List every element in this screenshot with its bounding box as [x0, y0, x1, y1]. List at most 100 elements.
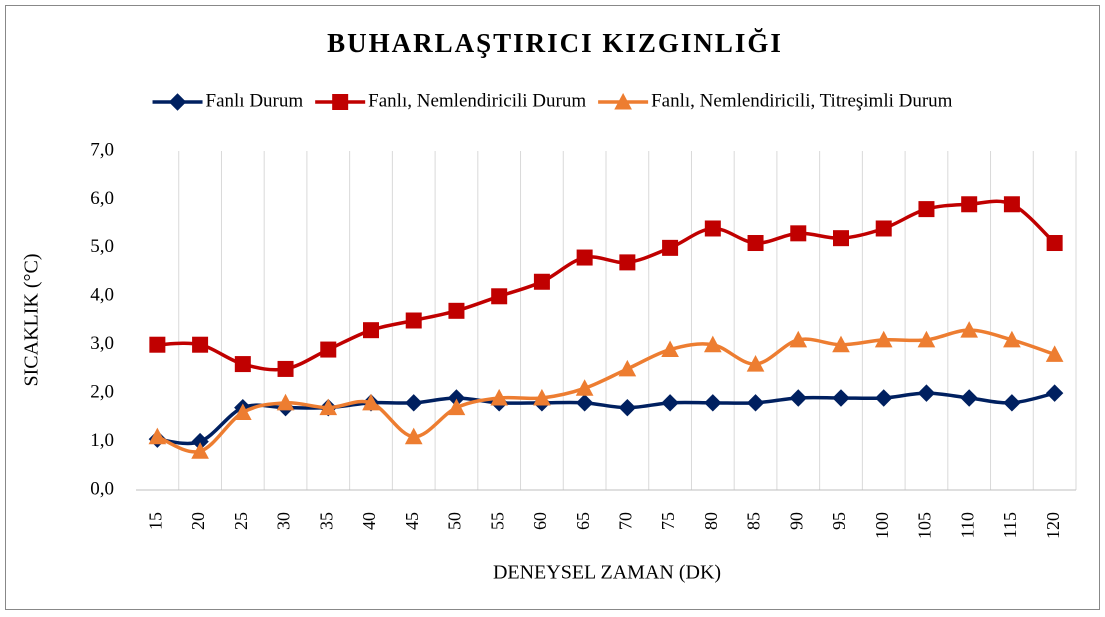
- data-point: [448, 302, 465, 319]
- legend-label: Fanlı Durum: [206, 90, 304, 111]
- x-tick-label: 80: [701, 512, 721, 530]
- data-point: [704, 220, 721, 237]
- y-tick-label: 2,0: [90, 382, 114, 403]
- y-tick-label: 0,0: [90, 478, 114, 499]
- x-tick-label: 120: [1043, 512, 1063, 539]
- y-axis-label: SICAKLIK (°C): [21, 254, 43, 387]
- data-point: [875, 389, 893, 407]
- series-line: [156, 328, 1056, 454]
- data-point: [575, 394, 594, 412]
- data-point: [490, 388, 509, 406]
- data-point: [148, 427, 167, 445]
- legend-marker: [332, 94, 349, 110]
- data-point: [662, 239, 679, 256]
- x-tick-label: 60: [530, 512, 550, 530]
- data-point: [320, 341, 337, 358]
- data-point: [789, 330, 808, 348]
- data-point: [661, 394, 679, 412]
- data-point: [746, 355, 765, 372]
- data-point: [833, 230, 849, 247]
- data-point: [191, 442, 209, 459]
- x-axis-label: DENEYSEL ZAMAN (DK): [493, 562, 721, 584]
- data-point: [533, 388, 551, 406]
- data-point: [405, 312, 422, 329]
- x-tick-label: 35: [316, 512, 336, 530]
- legend-marker: [614, 92, 632, 110]
- x-tick-label: 55: [487, 512, 507, 530]
- y-tick-label: 5,0: [90, 236, 114, 257]
- data-point: [1003, 196, 1020, 213]
- data-point: [789, 389, 807, 407]
- data-point: [149, 336, 166, 353]
- x-tick-label: 115: [1000, 512, 1020, 538]
- y-tick-label: 3,0: [90, 333, 114, 354]
- data-point: [917, 384, 936, 402]
- chart-border: [5, 5, 1100, 610]
- data-point: [276, 393, 295, 411]
- data-point: [234, 356, 251, 373]
- x-tick-label: 30: [274, 512, 294, 530]
- data-point: [447, 398, 466, 416]
- data-point: [1046, 235, 1063, 252]
- legend: Fanlı Durum Fanlı, Nemlendiricili Durum Fa…: [152, 90, 953, 111]
- y-tick-label: 7,0: [90, 139, 114, 160]
- series-line: [157, 199, 1056, 372]
- data-point: [491, 288, 508, 305]
- data-point: [960, 321, 979, 338]
- x-tick-label: 15: [145, 512, 165, 530]
- data-point: [319, 398, 338, 416]
- x-tick-label: 90: [786, 512, 806, 530]
- data-point: [404, 427, 423, 445]
- data-point: [703, 335, 722, 353]
- x-tick-label: 40: [359, 512, 379, 530]
- series-line: [157, 391, 1056, 446]
- data-point: [233, 403, 252, 421]
- data-point: [875, 220, 892, 237]
- data-point: [874, 330, 893, 348]
- chart-title: BUHARLAŞTIRICI KIZGINLIĞI: [327, 28, 783, 58]
- data-point: [192, 336, 209, 353]
- data-point: [405, 394, 423, 412]
- data-point: [362, 393, 380, 411]
- data-point: [746, 394, 765, 412]
- data-point: [661, 340, 679, 358]
- data-point: [917, 330, 936, 348]
- data-point: [1045, 345, 1064, 362]
- data-point: [1003, 394, 1021, 412]
- x-tick-label: 75: [658, 512, 678, 530]
- data-point: [618, 398, 637, 417]
- data-point: [619, 254, 636, 271]
- x-tick-label: 95: [829, 512, 849, 530]
- x-tick-label: 110: [957, 512, 977, 538]
- data-point: [961, 196, 978, 213]
- x-tick-label: 45: [402, 512, 422, 530]
- data-point: [747, 235, 764, 252]
- data-point: [618, 359, 637, 377]
- data-point: [832, 335, 850, 353]
- x-tick-label: 20: [188, 512, 208, 530]
- x-tick-label: 50: [445, 512, 465, 530]
- x-tick-label: 105: [915, 512, 935, 539]
- data-point: [790, 225, 807, 242]
- data-point: [918, 201, 935, 218]
- y-tick-label: 4,0: [90, 285, 114, 306]
- data-point: [533, 273, 550, 290]
- data-point: [1003, 330, 1021, 348]
- x-tick-label: 100: [872, 512, 892, 539]
- x-tick-label: 70: [615, 512, 635, 530]
- data-point: [277, 360, 294, 377]
- x-tick-label: 25: [231, 512, 251, 530]
- data-point: [575, 379, 594, 396]
- y-tick-label: 6,0: [90, 188, 114, 209]
- y-tick-label: 1,0: [90, 430, 114, 451]
- legend-marker: [168, 93, 187, 111]
- x-tick-label: 65: [573, 512, 593, 530]
- legend-label: Fanlı, Nemlendiricili, Titreşimli Durum: [651, 90, 953, 111]
- data-point: [960, 389, 978, 407]
- data-point: [704, 394, 722, 412]
- data-point: [363, 322, 379, 339]
- x-tick-label: 85: [744, 512, 764, 530]
- data-point: [832, 389, 850, 407]
- legend-label: Fanlı, Nemlendiricili Durum: [368, 90, 586, 111]
